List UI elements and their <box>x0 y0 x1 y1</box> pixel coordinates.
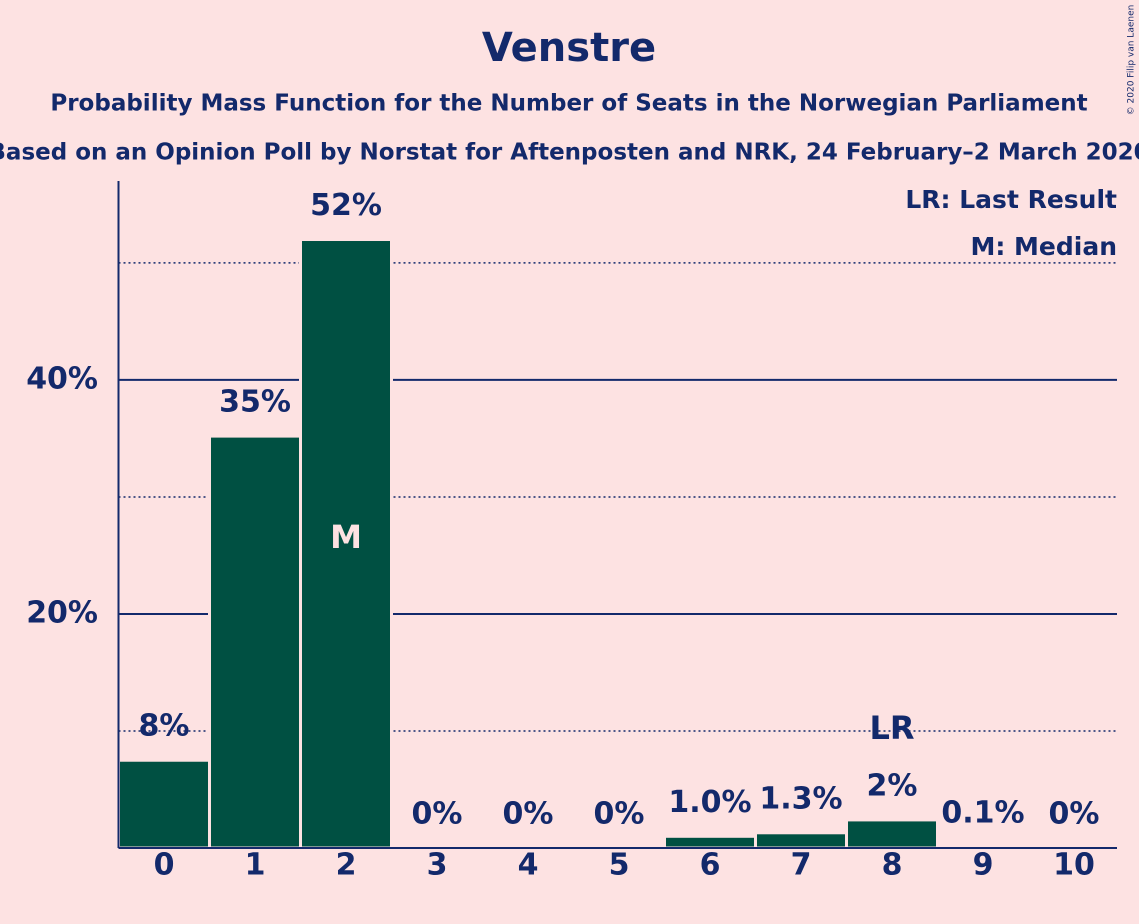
value-label: 0% <box>503 797 554 832</box>
annotation: M <box>330 518 362 556</box>
legend-note: M: Median <box>970 232 1117 261</box>
chart-title: Venstre <box>482 25 656 71</box>
bar <box>663 834 757 850</box>
x-tick-label: 8 <box>882 848 903 883</box>
x-tick-label: 4 <box>518 848 539 883</box>
bar <box>208 434 302 850</box>
legend-note: LR: Last Result <box>905 185 1117 214</box>
value-label: 0% <box>412 797 463 832</box>
annotation: LR <box>869 709 914 747</box>
y-tick-label: 40% <box>26 361 98 396</box>
credit: © 2020 Filip van Laenen <box>1127 5 1137 116</box>
value-label: 1.3% <box>759 781 842 816</box>
x-tick-label: 3 <box>427 848 448 883</box>
bar <box>117 758 211 850</box>
value-label: 35% <box>219 385 291 420</box>
x-tick-label: 10 <box>1053 848 1095 883</box>
value-label: 8% <box>139 709 190 744</box>
bar <box>754 831 848 850</box>
x-tick-label: 0 <box>154 848 175 883</box>
value-label: 52% <box>310 188 382 223</box>
value-label: 0% <box>1049 797 1100 832</box>
x-tick-label: 9 <box>973 848 994 883</box>
x-tick-label: 2 <box>336 848 357 883</box>
value-label: 0.1% <box>941 795 1024 830</box>
x-tick-label: 5 <box>609 848 630 883</box>
x-tick-label: 6 <box>700 848 721 883</box>
x-tick-label: 1 <box>245 848 266 883</box>
y-tick-label: 20% <box>26 595 98 630</box>
chart-subtitle: Probability Mass Function for the Number… <box>50 91 1087 117</box>
value-label: 2% <box>867 768 918 803</box>
chart-subtitle: Based on an Opinion Poll by Norstat for … <box>0 140 1139 166</box>
value-label: 0% <box>594 797 645 832</box>
bar <box>845 818 939 850</box>
x-tick-label: 7 <box>791 848 812 883</box>
value-label: 1.0% <box>668 785 751 820</box>
